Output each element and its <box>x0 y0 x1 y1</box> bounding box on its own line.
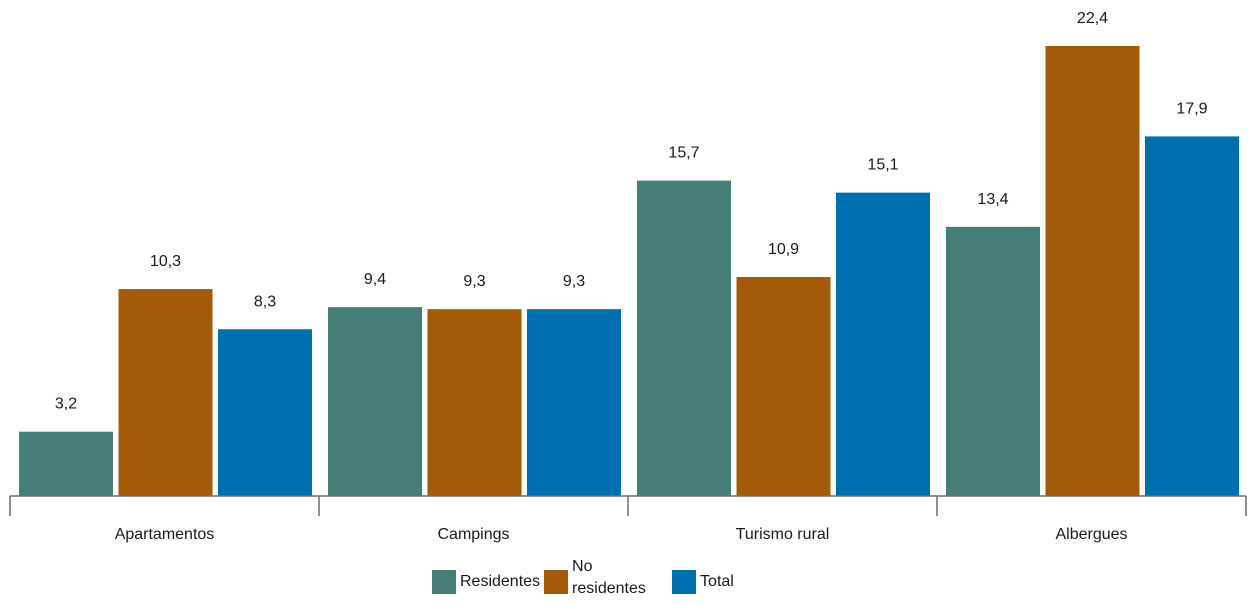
legend-swatch-residentes <box>432 570 456 594</box>
value-label-apartamentos-total: 8,3 <box>254 293 276 310</box>
x-axis <box>9 495 1247 516</box>
bar-apartamentos-total <box>218 329 312 496</box>
bar-albergues-residentes <box>946 226 1040 496</box>
category-label-albergues: Albergues <box>1055 526 1127 543</box>
legend-label-no-residentes: No residentes <box>572 558 646 597</box>
value-label-campings-no-residentes: 9,3 <box>463 273 485 290</box>
bar-albergues-total <box>1145 136 1239 496</box>
category-labels-group: Apartamentos Campings Turismo rural Albergu… <box>115 526 1128 543</box>
legend-label-residentes: Residentes <box>460 573 541 590</box>
bars-group <box>19 46 1239 497</box>
legend-label-total: Total <box>700 573 734 590</box>
bar-turismo-rural-no-residentes <box>736 277 831 496</box>
legend-item-residentes: Residentes <box>432 556 540 594</box>
bar-apartamentos-no-residentes <box>118 289 213 496</box>
value-labels-group: 3,2 10,3 8,3 9,4 9,3 9,3 15,7 10,9 15,1 13,4 22,4 1… <box>55 10 1208 413</box>
legend-item-total: Total <box>672 556 734 594</box>
bar-albergues-no-residentes <box>1045 46 1140 496</box>
category-label-turismo-rural: Turismo rural <box>736 526 830 543</box>
category-label-campings: Campings <box>437 526 509 543</box>
value-label-apartamentos-no-residentes: 10,3 <box>150 253 181 270</box>
legend-swatch-no-residentes <box>544 570 569 594</box>
value-label-albergues-no-residentes: 22,4 <box>1077 10 1108 27</box>
bar-campings-residentes <box>328 307 422 496</box>
value-label-turismo-rural-no-residentes: 10,9 <box>768 241 799 258</box>
legend-swatch-total <box>672 570 697 594</box>
bar-turismo-rural-total <box>836 192 930 496</box>
value-label-albergues-total: 17,9 <box>1176 100 1207 117</box>
bar-turismo-rural-residentes <box>637 180 731 497</box>
category-label-apartamentos: Apartamentos <box>115 526 215 543</box>
value-label-campings-total: 9,3 <box>563 273 585 290</box>
bar-apartamentos-residentes <box>19 431 113 496</box>
bar-campings-total <box>527 309 621 496</box>
value-label-albergues-residentes: 13,4 <box>977 191 1008 208</box>
value-label-campings-residentes: 9,4 <box>364 271 386 288</box>
value-label-apartamentos-residentes: 3,2 <box>55 396 77 413</box>
value-label-turismo-rural-residentes: 15,7 <box>668 145 699 162</box>
value-label-turismo-rural-total: 15,1 <box>867 157 898 174</box>
legend-item-no-residentes: No residentes <box>544 556 668 600</box>
legend: Residentes No residentes Total <box>432 556 738 604</box>
bar-campings-no-residentes <box>427 309 522 496</box>
